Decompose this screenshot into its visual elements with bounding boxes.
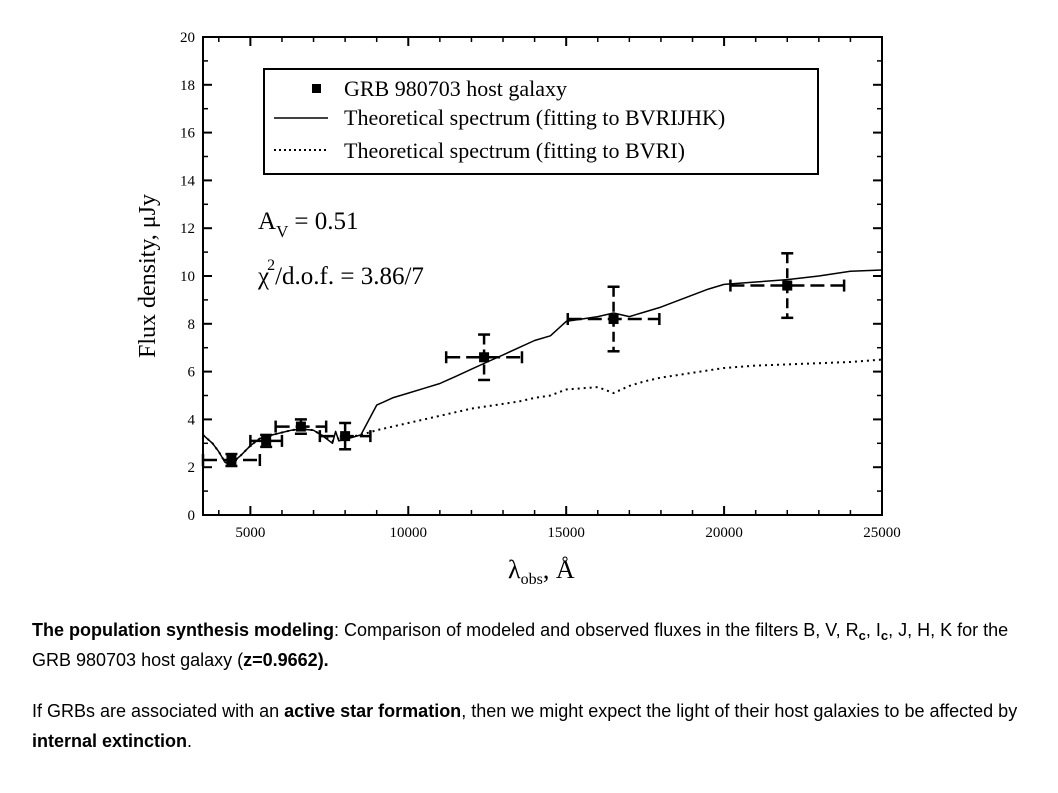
y-tick-label: 10 [180,269,195,285]
data-point-marker [479,352,490,363]
caption-paragraph-1: The population synthesis modeling: Compa… [32,620,1009,670]
legend-marker-square [312,84,321,93]
data-point-marker [226,455,237,466]
y-tick-label: 14 [180,173,196,189]
legend-box [263,68,819,175]
y-tick-label: 12 [180,221,195,237]
y-tick-label: 16 [180,126,196,142]
data-point-marker [782,280,793,291]
y-axis-title: Flux density, μJy [135,194,161,358]
fit-annotations: AV = 0.51 χ2/d.o.f. = 3.86/7 [257,208,424,290]
x-tick-label: 20000 [705,525,743,541]
data-point-marker [295,421,306,432]
av-annotation: AV = 0.51 [258,208,358,241]
observed-points [201,252,846,468]
data-point-marker [608,314,619,325]
data-point-marker [340,431,351,442]
y-tick-label: 18 [180,78,195,94]
x-tick-label: 5000 [235,525,265,541]
y-tick-label: 0 [188,508,196,524]
chi2-annotation: χ2/d.o.f. = 3.86/7 [257,257,424,290]
x-tick-label: 15000 [547,525,585,541]
plot-axes: 0 2 4 6 8 10 12 14 16 18 20 5000 10000 15000 20000 2500… [180,30,901,541]
flux-chart: 0 2 4 6 8 10 12 14 16 18 20 5000 10000 15000 20000 2500… [135,30,901,588]
data-point-marker [261,435,272,446]
x-axis-title: λobs, Å [508,555,575,588]
x-tick-label: 25000 [863,525,901,541]
y-tick-label: 4 [188,412,196,428]
legend-label-data: GRB 980703 host galaxy [344,76,567,101]
legend-label-bvri: Theoretical spectrum (fitting to BVRI) [344,138,685,163]
legend-label-bvrijhk: Theoretical spectrum (fitting to BVRIJHK… [344,105,725,130]
legend: GRB 980703 host galaxy Theoretical spect… [263,68,819,175]
spectrum-line-bvri [202,358,883,465]
y-tick-label: 2 [188,460,196,476]
y-tick-label: 20 [180,30,195,46]
y-tick-label: 8 [188,317,196,333]
y-tick-label: 6 [188,365,196,381]
x-tick-label: 10000 [390,525,428,541]
caption-paragraph-2: If GRBs are associated with an active st… [32,701,1018,751]
